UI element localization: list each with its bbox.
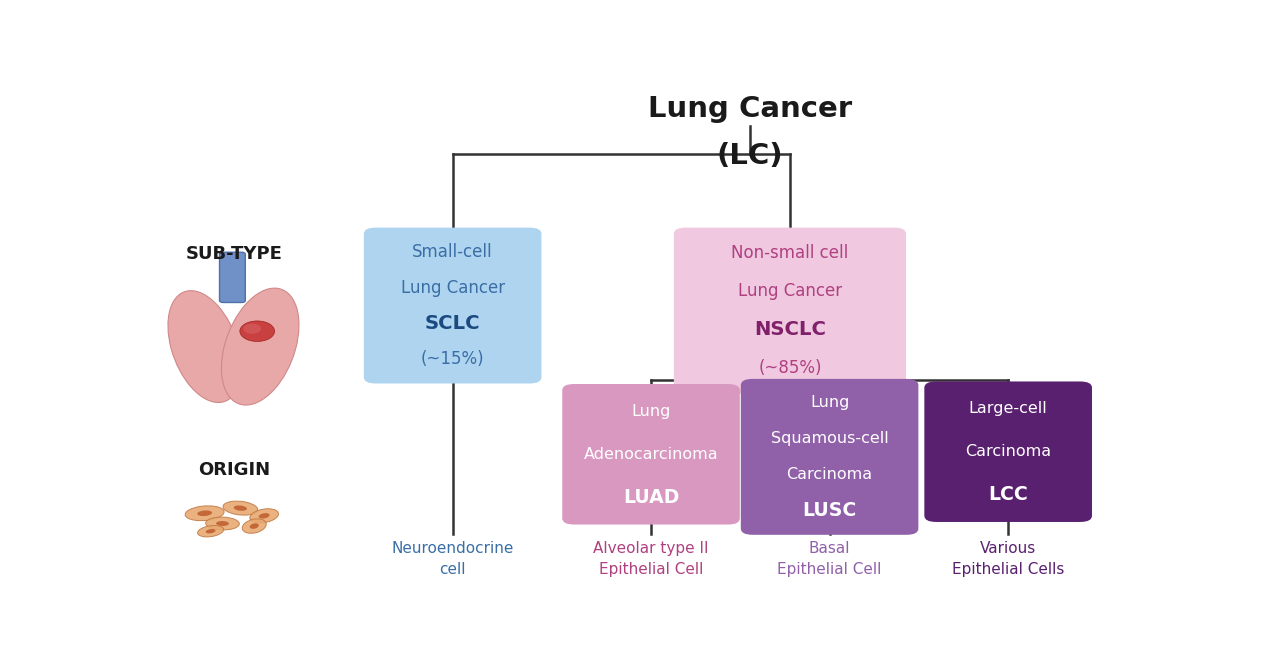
Text: (LC): (LC) bbox=[717, 143, 783, 170]
Text: Lung: Lung bbox=[631, 404, 671, 419]
Text: Squamous-cell: Squamous-cell bbox=[771, 432, 888, 446]
Text: LUAD: LUAD bbox=[623, 488, 680, 507]
Text: Carcinoma: Carcinoma bbox=[965, 444, 1051, 460]
Text: NSCLC: NSCLC bbox=[754, 320, 826, 340]
Text: ORIGIN: ORIGIN bbox=[198, 461, 270, 479]
Ellipse shape bbox=[186, 506, 224, 521]
Text: Lung: Lung bbox=[810, 396, 850, 410]
Text: LUSC: LUSC bbox=[803, 501, 856, 520]
Ellipse shape bbox=[223, 501, 257, 515]
Ellipse shape bbox=[168, 290, 242, 402]
Text: Various
Epithelial Cells: Various Epithelial Cells bbox=[952, 541, 1065, 577]
FancyBboxPatch shape bbox=[741, 379, 918, 535]
Text: Lung Cancer: Lung Cancer bbox=[737, 282, 842, 300]
FancyBboxPatch shape bbox=[364, 228, 541, 384]
Text: SCLC: SCLC bbox=[425, 314, 480, 333]
FancyBboxPatch shape bbox=[924, 382, 1092, 522]
Ellipse shape bbox=[197, 525, 224, 537]
FancyBboxPatch shape bbox=[562, 384, 740, 525]
Text: Non-small cell: Non-small cell bbox=[731, 244, 849, 262]
Ellipse shape bbox=[259, 513, 270, 519]
FancyBboxPatch shape bbox=[673, 228, 906, 394]
Ellipse shape bbox=[221, 288, 300, 405]
Ellipse shape bbox=[242, 519, 266, 533]
Ellipse shape bbox=[250, 509, 279, 523]
Text: Lung Cancer: Lung Cancer bbox=[648, 95, 852, 123]
Text: Carcinoma: Carcinoma bbox=[786, 468, 873, 482]
Text: Neuroendocrine
cell: Neuroendocrine cell bbox=[392, 541, 513, 577]
Text: (~85%): (~85%) bbox=[758, 360, 822, 378]
Ellipse shape bbox=[243, 324, 261, 334]
Ellipse shape bbox=[206, 517, 239, 530]
Ellipse shape bbox=[216, 521, 229, 526]
Ellipse shape bbox=[234, 505, 247, 511]
Ellipse shape bbox=[206, 529, 215, 533]
Text: SUB-TYPE: SUB-TYPE bbox=[186, 245, 283, 263]
Text: Alveolar type II
Epithelial Cell: Alveolar type II Epithelial Cell bbox=[594, 541, 709, 577]
Text: Adenocarcinoma: Adenocarcinoma bbox=[584, 447, 718, 462]
Ellipse shape bbox=[197, 510, 212, 516]
Text: (~15%): (~15%) bbox=[421, 350, 484, 368]
Ellipse shape bbox=[250, 523, 259, 529]
Text: Large-cell: Large-cell bbox=[969, 402, 1047, 416]
Text: Lung Cancer: Lung Cancer bbox=[401, 278, 504, 296]
Ellipse shape bbox=[239, 321, 275, 342]
Text: Basal
Epithelial Cell: Basal Epithelial Cell bbox=[777, 541, 882, 577]
Text: Small-cell: Small-cell bbox=[412, 242, 493, 260]
Text: LCC: LCC bbox=[988, 485, 1028, 504]
FancyBboxPatch shape bbox=[220, 252, 246, 302]
